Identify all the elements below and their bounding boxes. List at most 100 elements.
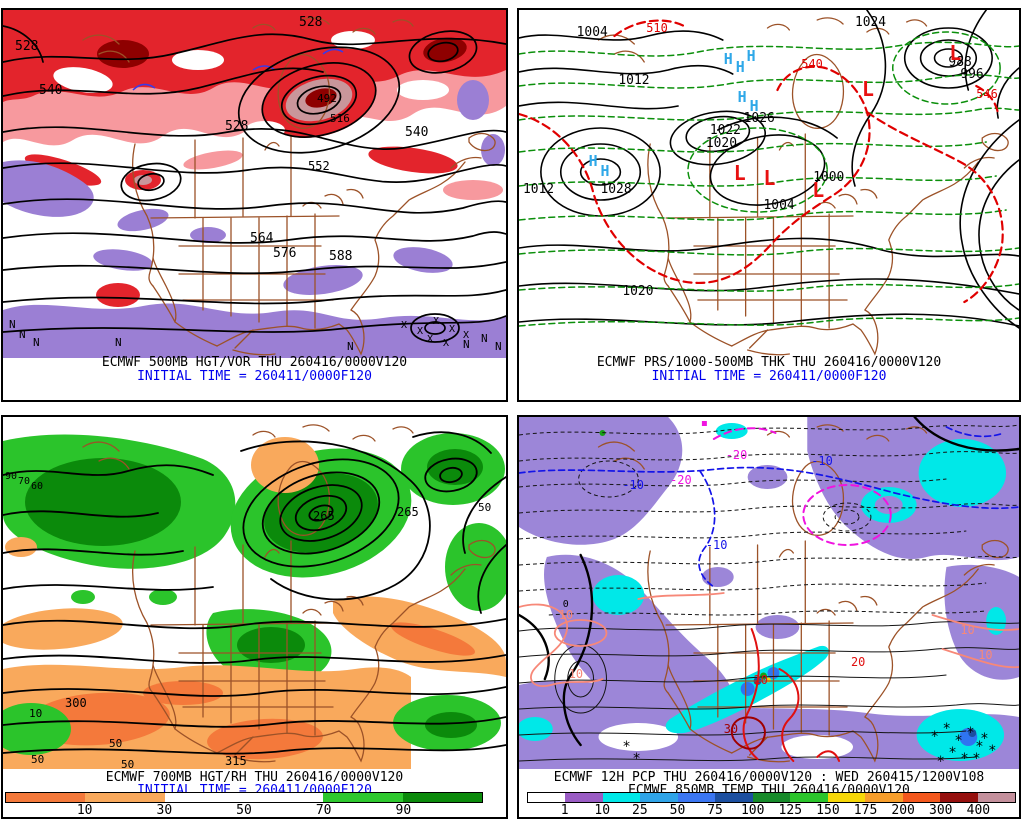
- colorbar-tick-label: 50: [669, 803, 686, 818]
- caption-500mb-line1: ECMWF 500MB HGT/VOR THU 260416/0000V120: [101, 355, 408, 370]
- colorbar-tick-label: 10: [76, 803, 93, 818]
- map-label: 300: [65, 696, 87, 710]
- colorbar-segment: [565, 793, 603, 802]
- map-label: 30: [724, 722, 738, 736]
- map-label: 1004: [764, 198, 795, 213]
- map-label: 1020: [622, 284, 653, 299]
- map-label: X: [449, 324, 455, 335]
- map-label: 0: [563, 599, 569, 610]
- map-label: L: [949, 41, 961, 65]
- map-label: X: [427, 334, 433, 345]
- map-label: N: [115, 336, 122, 349]
- map-label: 1026: [744, 111, 775, 126]
- colorbar-tick-label: 70: [315, 803, 332, 818]
- map-label: 10: [559, 608, 573, 622]
- map-label: 315: [225, 754, 247, 768]
- colorbar-segment: [164, 793, 244, 802]
- map-label: 528: [225, 119, 248, 134]
- map-label: 516: [330, 112, 350, 125]
- map-labels-700mb: 265 265 50 315 300 50 50 50 10 90 70 60: [5, 471, 491, 771]
- map-label: X: [443, 338, 449, 349]
- map-label: 20: [851, 655, 865, 669]
- map-label: 70: [18, 476, 30, 487]
- map-label: *: [972, 751, 980, 767]
- map-label: X: [401, 320, 407, 331]
- map-label: *: [936, 754, 944, 770]
- map-label: 564: [250, 231, 274, 246]
- map-label: X: [417, 326, 423, 337]
- map-label: 552: [308, 159, 330, 173]
- colorbar-segment: [6, 793, 86, 802]
- map-label: 492: [317, 92, 337, 105]
- map-label: *: [975, 739, 983, 755]
- map-label: H: [747, 47, 756, 65]
- map-label: -20: [670, 473, 692, 487]
- map-label: 540: [39, 83, 62, 98]
- caption-prs-line2: INITIAL TIME = 260411/0000F120: [651, 369, 887, 384]
- map-label: L: [764, 166, 776, 190]
- map-label: *: [988, 743, 996, 759]
- map-label: 50: [478, 501, 491, 514]
- rh-colorbar: [5, 792, 483, 803]
- map-label: X: [463, 330, 469, 341]
- map-label: 1020: [706, 136, 737, 151]
- map-label: 90: [5, 471, 17, 482]
- colorbar-tick-label: 25: [632, 803, 648, 818]
- map-label: H: [738, 88, 747, 106]
- rh-colorbar-labels: 10 30 50 70 90: [5, 803, 483, 817]
- colorbar-tick-label: 175: [853, 803, 878, 818]
- map-label: 20: [754, 673, 768, 687]
- map-label: *: [960, 751, 968, 767]
- map-label: N: [19, 328, 26, 341]
- map-label: 10: [960, 623, 974, 637]
- colorbar-tick-label: 200: [891, 803, 915, 818]
- map-label: 1024: [855, 15, 886, 30]
- map-label: H: [736, 58, 745, 76]
- map-label: 265: [313, 509, 335, 523]
- caption-500mb-line2: INITIAL TIME = 260411/0000F120: [137, 369, 372, 384]
- map-labels-prs: 1004101210261022102010281012102498899610…: [523, 15, 998, 299]
- map-label: H: [589, 152, 598, 170]
- map-label: 1012: [523, 182, 554, 197]
- colorbar-tick-label: 10: [594, 803, 611, 818]
- colorbar-segment: [940, 793, 978, 802]
- colorbar-segment: [752, 793, 791, 802]
- colorbar-segment: [323, 793, 403, 802]
- map-label: -10: [811, 454, 833, 468]
- map-label: *: [980, 731, 988, 747]
- colorbar-segment: [865, 793, 903, 802]
- map-label: *: [948, 745, 956, 761]
- colorbar-segment: [902, 793, 941, 802]
- map-label: 60: [31, 481, 43, 492]
- map-label: 528: [299, 15, 322, 30]
- map-label: N: [347, 340, 354, 353]
- map-label: N: [495, 340, 502, 353]
- map-label: 588: [329, 249, 352, 264]
- map-label: N: [9, 318, 16, 331]
- colorbar-tick-label: 75: [707, 803, 723, 818]
- map-label: -10: [622, 478, 644, 492]
- map-label: 1000: [813, 170, 844, 185]
- map-label: 576: [273, 246, 296, 261]
- map-label: H: [724, 50, 733, 68]
- map-label: L: [734, 161, 746, 185]
- map-label: 1012: [618, 73, 649, 88]
- pcp-colorbar-labels: 1 10 25 50 75 100 125 150 175 200 300 400: [527, 803, 1016, 817]
- map-label: 1004: [577, 25, 608, 40]
- map-label: 996: [960, 67, 983, 82]
- caption-700mb-line1: ECMWF 700MB HGT/RH THU 260416/0000V120: [105, 770, 404, 785]
- colorbar-tick-label: 30: [156, 803, 173, 818]
- map-label: N: [463, 338, 470, 351]
- map-label: 528: [15, 39, 38, 54]
- colorbar-segment: [790, 793, 828, 802]
- colorbar-segment: [977, 793, 1016, 802]
- colorbar-segment: [602, 793, 641, 802]
- colorbar-segment: [85, 793, 165, 802]
- map-label: 510: [646, 21, 668, 35]
- colorbar-tick-label: 90: [395, 803, 412, 818]
- map-label: 988: [948, 55, 971, 70]
- map-700mb-hgt-rh: 265 265 50 315 300 50 50 50 10 90 70 60: [3, 424, 506, 771]
